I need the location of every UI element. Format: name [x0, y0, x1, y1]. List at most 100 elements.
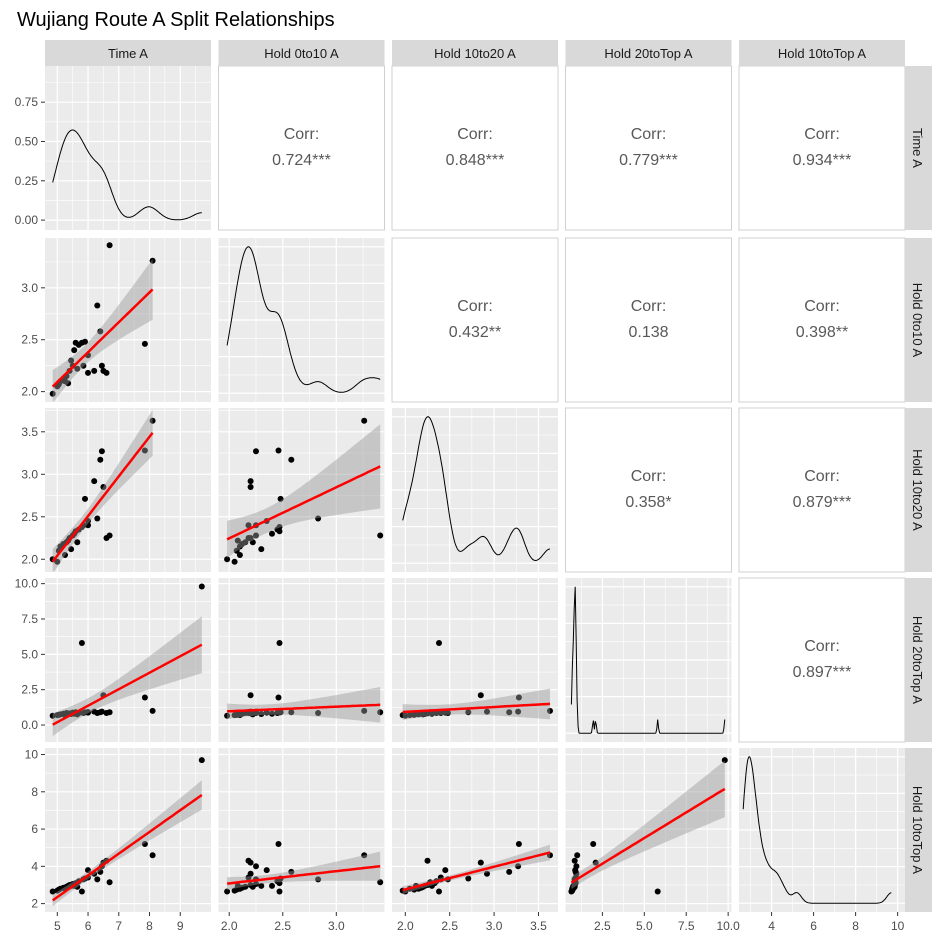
data-point: [277, 495, 284, 502]
data-point: [149, 417, 156, 424]
panel-grid: [45, 66, 211, 230]
data-point: [106, 709, 113, 716]
data-point: [78, 888, 85, 895]
density-curve: [570, 586, 726, 734]
y-tick-label: 4: [31, 859, 38, 873]
density-curve: [226, 246, 381, 393]
x-tick-label: 8: [852, 919, 859, 933]
y-tick-label: 10: [25, 748, 39, 762]
corr-value: 0.848***: [446, 152, 505, 169]
corr-value: 0.724***: [272, 152, 331, 169]
data-point: [94, 302, 101, 309]
data-point: [91, 367, 98, 374]
data-point: [106, 242, 113, 249]
plot-panel: [565, 748, 732, 912]
column-strip-label: Hold 10to20 A: [434, 46, 516, 61]
data-point: [71, 347, 78, 354]
confidence-band: [52, 259, 153, 402]
data-point: [275, 694, 282, 701]
data-point: [80, 362, 87, 369]
data-point: [234, 537, 241, 544]
data-point: [97, 456, 104, 463]
data-point: [236, 552, 243, 558]
chart-title: Wujiang Route A Split Relationships: [17, 9, 335, 31]
column-strip: [739, 40, 905, 66]
data-point: [68, 357, 75, 364]
regression-line: [402, 702, 551, 714]
data-point: [247, 484, 254, 490]
row-strip-label: Hold 10toTop A: [910, 786, 925, 875]
data-point: [436, 640, 442, 646]
data-point: [315, 876, 322, 883]
x-tick-label: 2.5: [594, 919, 611, 933]
data-point: [231, 558, 238, 565]
data-point: [253, 863, 259, 870]
regression-line: [227, 703, 381, 713]
y-tick-label: 3.0: [21, 281, 38, 295]
confidence-band: [402, 688, 550, 720]
regression-line: [51, 432, 154, 563]
data-point: [85, 369, 91, 376]
data-point: [269, 530, 275, 537]
data-point: [269, 882, 275, 889]
data-point: [506, 868, 513, 875]
y-tick-label: 2.0: [21, 385, 38, 399]
data-point: [361, 852, 368, 859]
x-tick-label: 2.0: [397, 919, 414, 933]
data-point: [515, 841, 522, 847]
density-curve: [402, 416, 551, 562]
data-point: [484, 708, 490, 715]
corr-value: 0.432**: [449, 324, 502, 341]
data-point: [315, 515, 322, 522]
panel-grid: [565, 748, 732, 912]
data-point: [547, 707, 553, 714]
data-point: [74, 365, 81, 372]
data-point: [276, 524, 283, 530]
confidence-band: [227, 687, 381, 723]
corr-value: 0.398**: [796, 324, 849, 341]
data-point: [590, 841, 597, 847]
data-point: [436, 888, 442, 895]
data-point: [276, 640, 283, 646]
confidence-band: [227, 424, 381, 558]
x-tick-label: 7: [115, 919, 122, 933]
corr-label: Corr:: [631, 298, 667, 315]
data-point: [141, 841, 148, 847]
data-point: [258, 711, 265, 717]
data-point: [377, 532, 384, 539]
y-tick-label: 10.0: [15, 577, 39, 591]
data-point: [465, 875, 472, 882]
x-tick-label: 2.5: [274, 919, 291, 933]
corr-label: Corr:: [631, 126, 667, 143]
row-strip-label: Hold 0to10 A: [910, 283, 925, 358]
x-tick-label: 5: [54, 919, 61, 933]
panel-grid: [565, 578, 732, 742]
data-point: [245, 857, 252, 864]
data-point: [277, 709, 284, 716]
data-point: [68, 546, 75, 553]
correlation-panel: [565, 237, 732, 403]
y-tick-label: 0.00: [15, 213, 39, 227]
regression-line: [51, 793, 203, 902]
data-point: [515, 863, 522, 870]
data-point: [236, 885, 243, 892]
data-point: [106, 879, 113, 886]
data-point: [269, 710, 275, 717]
data-point: [315, 710, 322, 716]
data-point: [721, 757, 728, 764]
corr-label: Corr:: [804, 638, 840, 655]
data-point: [245, 522, 252, 529]
data-point: [377, 879, 384, 886]
data-point: [477, 692, 484, 699]
corr-label: Corr:: [284, 126, 320, 143]
panel-grid: [218, 748, 385, 912]
data-point: [98, 448, 105, 455]
data-point: [245, 535, 252, 541]
corr-label: Corr:: [631, 468, 667, 485]
data-point: [288, 709, 295, 716]
data-point: [361, 707, 368, 714]
y-tick-label: 7.5: [21, 612, 38, 626]
regression-line: [51, 288, 154, 388]
density-curve: [52, 129, 202, 221]
y-tick-label: 2: [31, 897, 38, 911]
